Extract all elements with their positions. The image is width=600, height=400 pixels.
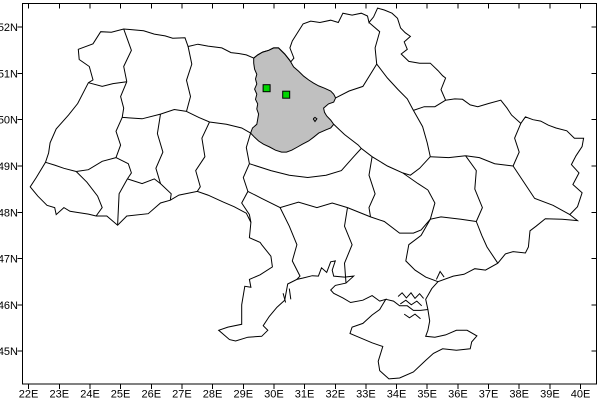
oblast-border	[88, 81, 127, 87]
y-tick-label: 45N	[0, 346, 18, 358]
oblast-border	[123, 28, 132, 82]
plot-frame	[22, 3, 597, 385]
oblast-border	[413, 99, 446, 111]
x-tick-label: 25E	[111, 389, 131, 400]
x-tick-label: 29E	[234, 389, 254, 400]
oblast-border	[385, 298, 428, 311]
water-detail	[312, 116, 318, 123]
oblast-border	[279, 207, 301, 280]
country-border	[29, 7, 585, 380]
x-tick-label: 38E	[509, 389, 529, 400]
x-tick-label: 24E	[80, 389, 100, 400]
water-detail	[400, 299, 423, 307]
oblast-border	[405, 218, 439, 283]
x-tick-label: 30E	[264, 389, 284, 400]
water-detail	[288, 288, 292, 300]
oblast-border	[241, 132, 252, 223]
water-detail	[397, 292, 424, 300]
oblast-border	[115, 157, 132, 180]
x-tick-label: 40E	[571, 389, 591, 400]
oblast-border	[75, 171, 103, 217]
oblast-border	[427, 189, 477, 222]
oblast-border	[465, 155, 514, 167]
oblast-border	[368, 156, 376, 217]
x-tick-label: 34E	[387, 389, 407, 400]
oblast-border	[376, 63, 414, 111]
oblast-border	[430, 155, 466, 159]
oblast-border	[120, 81, 128, 118]
site-marker	[282, 90, 291, 99]
x-tick-label: 26E	[142, 389, 162, 400]
y-tick-label: 50N	[0, 115, 18, 127]
y-tick-label: 47N	[0, 254, 18, 266]
oblast-border	[370, 216, 431, 234]
oblast-border	[368, 22, 381, 65]
oblast-border	[155, 114, 164, 184]
y-tick-label: 52N	[0, 22, 18, 34]
oblast-border	[76, 157, 117, 172]
y-tick-label: 51N	[0, 68, 18, 80]
oblast-border	[115, 117, 123, 158]
x-tick-label: 28E	[203, 389, 223, 400]
x-tick-label: 33E	[356, 389, 376, 400]
oblast-border	[186, 110, 251, 134]
oblast-border	[249, 148, 362, 179]
oblast-border	[512, 123, 522, 167]
x-tick-label: 22E	[19, 389, 39, 400]
x-tick-label: 27E	[172, 389, 192, 400]
x-tick-label: 32E	[326, 389, 346, 400]
x-tick-label: 35E	[417, 389, 437, 400]
y-tick-label: 46N	[0, 300, 18, 312]
x-tick-label: 37E	[479, 389, 499, 400]
oblast-border	[475, 221, 499, 264]
oblast-border	[465, 155, 483, 222]
x-tick-label: 36E	[448, 389, 468, 400]
oblast-border	[343, 207, 353, 284]
x-tick-label: 31E	[295, 389, 315, 400]
oblast-border	[335, 63, 378, 99]
water-detail	[282, 293, 287, 303]
oblast-border	[512, 165, 571, 216]
y-tick-label: 48N	[0, 207, 18, 219]
oblast-border	[247, 190, 371, 218]
site-marker	[262, 84, 271, 93]
highlighted-region	[250, 47, 337, 153]
oblast-border	[195, 121, 210, 192]
oblast-border	[185, 46, 193, 112]
oblast-border	[45, 161, 77, 172]
oblast-border	[412, 110, 431, 157]
water-detail	[403, 313, 421, 320]
water-detail	[435, 270, 445, 280]
y-tick-label: 49N	[0, 161, 18, 173]
x-tick-label: 39E	[540, 389, 560, 400]
oblast-border	[117, 178, 128, 226]
oblast-border	[127, 178, 172, 201]
x-tick-label: 23E	[50, 389, 70, 400]
oblast-border	[402, 156, 431, 176]
